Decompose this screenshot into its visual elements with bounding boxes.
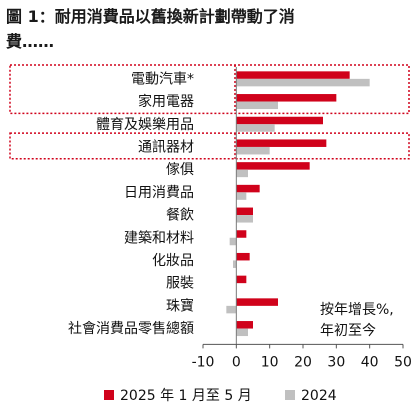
- bar-secondary: [233, 260, 237, 268]
- bar-secondary: [236, 328, 248, 337]
- category-label: 建築和材料: [124, 230, 194, 246]
- bar-primary: [236, 230, 247, 238]
- bar-secondary: [226, 305, 237, 314]
- chart-title: 圖 1：耐用消費品以舊換新計劃帶動了消 費……: [6, 4, 410, 54]
- x-tick-label: 10: [261, 354, 279, 370]
- bar-primary: [236, 162, 310, 170]
- legend-label: 2024: [301, 388, 337, 404]
- bar-primary: [236, 252, 250, 261]
- bar-primary: [236, 321, 253, 329]
- x-tick-label: 30: [327, 354, 345, 370]
- category-label: 傢俱: [166, 162, 194, 178]
- category-label: 服裝: [166, 276, 194, 292]
- bar-primary: [236, 71, 350, 79]
- annotation-text: 年初至今: [320, 322, 376, 339]
- x-tick-label: 40: [361, 354, 379, 370]
- bar-primary: [236, 298, 278, 306]
- category-label: 電動汽車*: [131, 70, 194, 87]
- chart-title-line-2: 費……: [6, 32, 55, 51]
- bar-secondary: [236, 124, 275, 132]
- category-label: 社會消費品零售總額: [68, 320, 194, 337]
- bar-secondary: [236, 215, 253, 223]
- x-tick-label: 0: [232, 354, 241, 370]
- legend-swatch: [285, 390, 295, 400]
- legend-swatch: [104, 390, 114, 400]
- bar-primary: [236, 275, 247, 284]
- legend-label: 2025 年 1 月至 5 月: [120, 388, 252, 404]
- category-label: 化妝品: [152, 253, 194, 269]
- bar-primary: [236, 139, 327, 147]
- chart-title-line-1: 圖 1：耐用消費品以舊換新計劃帶動了消: [6, 7, 295, 26]
- highlight-box-2: [9, 132, 410, 160]
- bar-secondary: [236, 101, 278, 110]
- category-label: 珠寶: [166, 298, 194, 314]
- bar-primary: [236, 94, 337, 102]
- bar-secondary: [236, 192, 247, 200]
- bar-secondary: [229, 237, 237, 246]
- annotation-text: 按年增長%,: [320, 302, 394, 318]
- category-label: 體育及娛樂用品: [96, 116, 194, 133]
- category-label: 通訊器材: [138, 139, 194, 155]
- x-tick-label: 50: [394, 354, 412, 370]
- bar-secondary: [236, 169, 248, 178]
- category-label: 日用消費品: [124, 185, 194, 201]
- bar-secondary: [236, 78, 370, 87]
- bar-primary: [236, 184, 260, 193]
- bar-secondary: [236, 146, 270, 155]
- x-tick-label: 20: [294, 354, 312, 370]
- bar-primary: [236, 116, 323, 125]
- category-label: 餐飲: [166, 208, 194, 224]
- x-tick-label: -10: [192, 354, 215, 370]
- category-label: 家用電器: [138, 93, 194, 110]
- bar-primary: [236, 207, 253, 216]
